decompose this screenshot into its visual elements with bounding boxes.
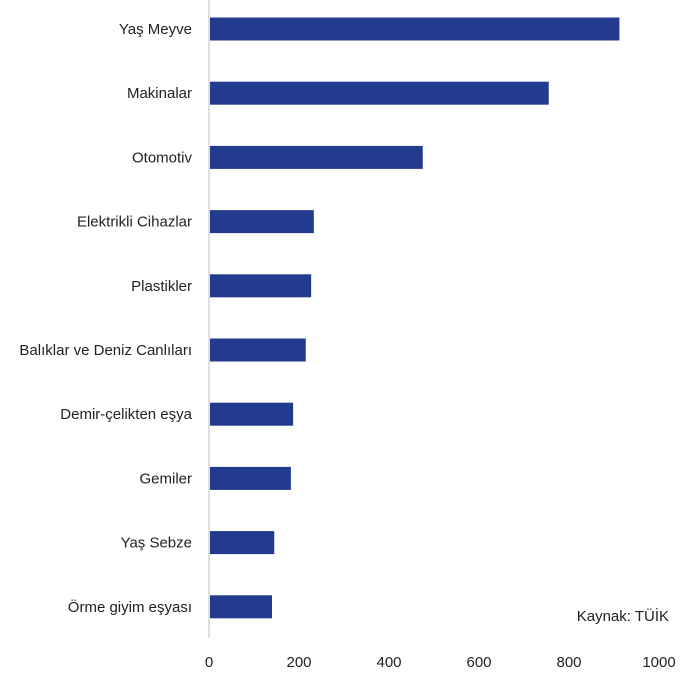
bar-6 (210, 402, 294, 426)
source-note: Kaynak: TÜİK (576, 608, 669, 625)
bar-5 (210, 338, 306, 362)
bar-8 (210, 531, 275, 555)
x-tick-label: 600 (466, 654, 491, 671)
category-label: Otomotiv (132, 149, 193, 166)
bar-9 (210, 595, 272, 619)
category-label: Demir-çelikten eşya (60, 406, 192, 423)
bar-7 (210, 466, 291, 490)
x-tick-label: 0 (205, 654, 213, 671)
category-label: Yaş Sebze (121, 535, 192, 552)
category-label: Makinalar (127, 85, 192, 102)
category-label: Örme giyim eşyası (68, 598, 192, 616)
x-tick-label: 400 (376, 654, 401, 671)
category-labels: Yaş Meyve Makinalar Otomotiv Elektrikli Cih… (19, 21, 192, 616)
category-label: Elektrikli Cihazlar (77, 214, 192, 231)
category-label: Yaş Meyve (119, 21, 192, 38)
bars-group (210, 17, 620, 619)
category-label: Gemiler (139, 470, 192, 487)
category-label: Plastikler (131, 278, 192, 295)
x-tick-label: 200 (286, 654, 311, 671)
bar-3 (210, 210, 314, 234)
x-tick-label: 1000 (642, 654, 675, 671)
bar-0 (210, 17, 620, 41)
category-label: Balıklar ve Deniz Canlıları (19, 342, 192, 359)
bar-4 (210, 274, 312, 298)
bar-2 (210, 145, 423, 169)
x-tick-label: 800 (556, 654, 581, 671)
x-tick-labels: 0 200 400 600 800 1000 (205, 654, 676, 671)
bar-1 (210, 81, 549, 105)
